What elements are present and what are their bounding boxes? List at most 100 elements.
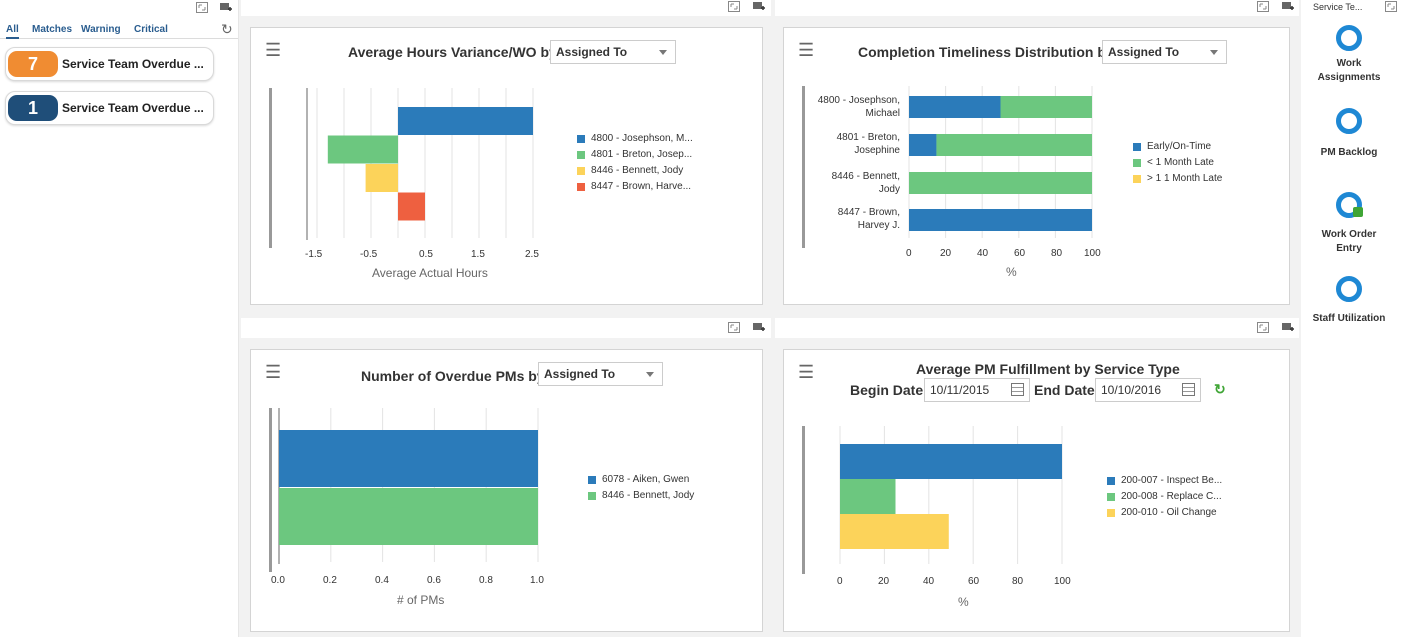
- add-to-page-icon[interactable]: [1282, 322, 1294, 333]
- x-tick-label: 0: [906, 248, 912, 259]
- panel-title: Number of Overdue PMs by: [361, 368, 545, 384]
- y-axis-bar[interactable]: [802, 86, 805, 248]
- group-by-select[interactable]: Assigned To: [1102, 40, 1227, 64]
- legend-label: < 1 Month Late: [1147, 157, 1214, 168]
- hours-variance-panel: ☰ Average Hours Variance/WO by Assigned …: [250, 27, 763, 305]
- y-axis-bar[interactable]: [269, 408, 272, 572]
- panel-toolbar: [241, 0, 771, 16]
- y-category-label: 8446 - Bennett, Jody: [786, 170, 900, 196]
- calendar-icon[interactable]: [1011, 383, 1024, 396]
- springboard-tile-work-assignments[interactable]: Work Assignments: [1299, 25, 1399, 85]
- add-to-page-icon[interactable]: [753, 322, 765, 333]
- bar[interactable]: [398, 107, 533, 135]
- watchlist-tabs: All Matches Warning Critical ↻: [0, 20, 238, 39]
- chevron-down-icon: [659, 50, 667, 55]
- x-tick-label: 1.0: [530, 575, 544, 586]
- menu-icon[interactable]: ☰: [265, 362, 282, 382]
- legend-swatch: [577, 183, 585, 191]
- watchlist-alert[interactable]: 7 Service Team Overdue ...: [5, 47, 214, 81]
- menu-icon[interactable]: ☰: [265, 40, 282, 60]
- stacked-bar-segment[interactable]: [909, 209, 1092, 231]
- tab-warning[interactable]: Warning: [81, 24, 121, 35]
- bar[interactable]: [327, 135, 398, 164]
- stacked-bar-segment[interactable]: [909, 134, 937, 156]
- bar[interactable]: [398, 192, 425, 221]
- y-axis-bar[interactable]: [269, 88, 272, 248]
- y-axis-bar[interactable]: [802, 426, 805, 574]
- y-category-label: 4801 - Breton, Josephine: [786, 131, 900, 157]
- springboard-tile-pm-backlog[interactable]: PM Backlog: [1299, 108, 1399, 160]
- tile-label: Staff Utilization: [1312, 313, 1386, 324]
- maximize-icon[interactable]: [1257, 322, 1269, 333]
- x-tick-label: 20: [940, 248, 952, 259]
- menu-icon[interactable]: ☰: [798, 362, 815, 382]
- x-tick-label: 80: [1051, 248, 1063, 259]
- bar[interactable]: [365, 164, 398, 192]
- tab-all[interactable]: All: [6, 24, 19, 39]
- group-by-select[interactable]: Assigned To: [538, 362, 663, 386]
- calendar-icon[interactable]: [1182, 383, 1195, 396]
- bar[interactable]: [840, 444, 1062, 479]
- end-date-input[interactable]: 10/10/2016: [1095, 378, 1201, 402]
- bar[interactable]: [279, 430, 538, 487]
- category-line: Harvey J.: [857, 220, 900, 231]
- watchlist-alert[interactable]: 1 Service Team Overdue ...: [5, 91, 214, 125]
- maximize-icon[interactable]: [728, 322, 740, 333]
- stacked-bar-segment[interactable]: [909, 172, 1092, 194]
- begin-date-input[interactable]: 10/11/2015: [924, 378, 1030, 402]
- category-line: Jody: [878, 184, 900, 195]
- alert-label: Service Team Overdue ...: [62, 101, 204, 115]
- select-value: Assigned To: [544, 367, 616, 381]
- x-tick-label: 20: [878, 576, 890, 587]
- add-to-page-icon[interactable]: [1282, 1, 1294, 12]
- x-tick-label: 40: [977, 248, 989, 259]
- bar[interactable]: [840, 479, 896, 514]
- panel-toolbar: [775, 0, 1299, 16]
- add-to-page-icon[interactable]: [753, 1, 765, 12]
- x-tick-label: 1.5: [471, 249, 485, 260]
- legend-label: > 1 1 Month Late: [1147, 173, 1223, 184]
- maximize-icon[interactable]: [1385, 1, 1397, 12]
- legend-swatch: [1107, 509, 1115, 517]
- work-assignments-icon: [1336, 25, 1362, 51]
- bar[interactable]: [840, 514, 949, 549]
- refresh-icon[interactable]: ↻: [1214, 381, 1226, 397]
- stacked-bar-segment[interactable]: [1000, 96, 1093, 118]
- date-value: 10/11/2015: [930, 383, 990, 397]
- stacked-bar-segment[interactable]: [936, 134, 1092, 156]
- panel-title: Completion Timeliness Distribution by: [858, 44, 1114, 60]
- x-tick-label: 0.5: [419, 249, 433, 260]
- legend-swatch: [1107, 493, 1115, 501]
- category-line: 4801 - Breton,: [836, 132, 900, 143]
- legend-swatch: [577, 135, 585, 143]
- pm-fulfillment-panel: ☰ Average PM Fulfillment by Service Type…: [783, 349, 1290, 632]
- springboard-tile-staff-utilization[interactable]: Staff Utilization: [1299, 276, 1399, 326]
- maximize-icon[interactable]: [1257, 1, 1269, 12]
- springboard-header: Service Te...: [1313, 2, 1363, 12]
- maximize-icon[interactable]: [728, 1, 740, 12]
- category-line: Josephine: [854, 145, 900, 156]
- group-by-select[interactable]: Assigned To: [550, 40, 676, 64]
- x-tick-label: 0.0: [271, 575, 285, 586]
- maximize-icon[interactable]: [196, 2, 208, 13]
- springboard-tile-work-order-entry[interactable]: Work Order Entry: [1299, 192, 1399, 256]
- springboard-panel: Service Te... Work Assignments PM Backlo…: [1301, 0, 1403, 637]
- legend-label: 200-008 - Replace C...: [1121, 491, 1222, 502]
- bar[interactable]: [279, 488, 538, 545]
- stacked-bar-segment[interactable]: [909, 96, 1001, 118]
- x-tick-label: -1.5: [305, 249, 323, 260]
- alert-label: Service Team Overdue ...: [62, 57, 204, 71]
- tab-critical[interactable]: Critical: [134, 24, 168, 35]
- x-tick-label: 80: [1012, 576, 1024, 587]
- legend-swatch: [577, 167, 585, 175]
- legend-label: 4800 - Josephson, M...: [591, 133, 693, 144]
- menu-icon[interactable]: ☰: [798, 40, 815, 60]
- add-to-page-icon[interactable]: [220, 2, 232, 13]
- tab-matches[interactable]: Matches: [32, 24, 73, 35]
- refresh-icon[interactable]: ↻: [221, 21, 233, 37]
- category-line: 4800 - Josephson,: [817, 95, 900, 106]
- chevron-down-icon: [1210, 50, 1218, 55]
- y-category-label: 8447 - Brown, Harvey J.: [786, 206, 900, 232]
- x-tick-label: 60: [1014, 248, 1026, 259]
- pm-backlog-icon: [1336, 108, 1362, 134]
